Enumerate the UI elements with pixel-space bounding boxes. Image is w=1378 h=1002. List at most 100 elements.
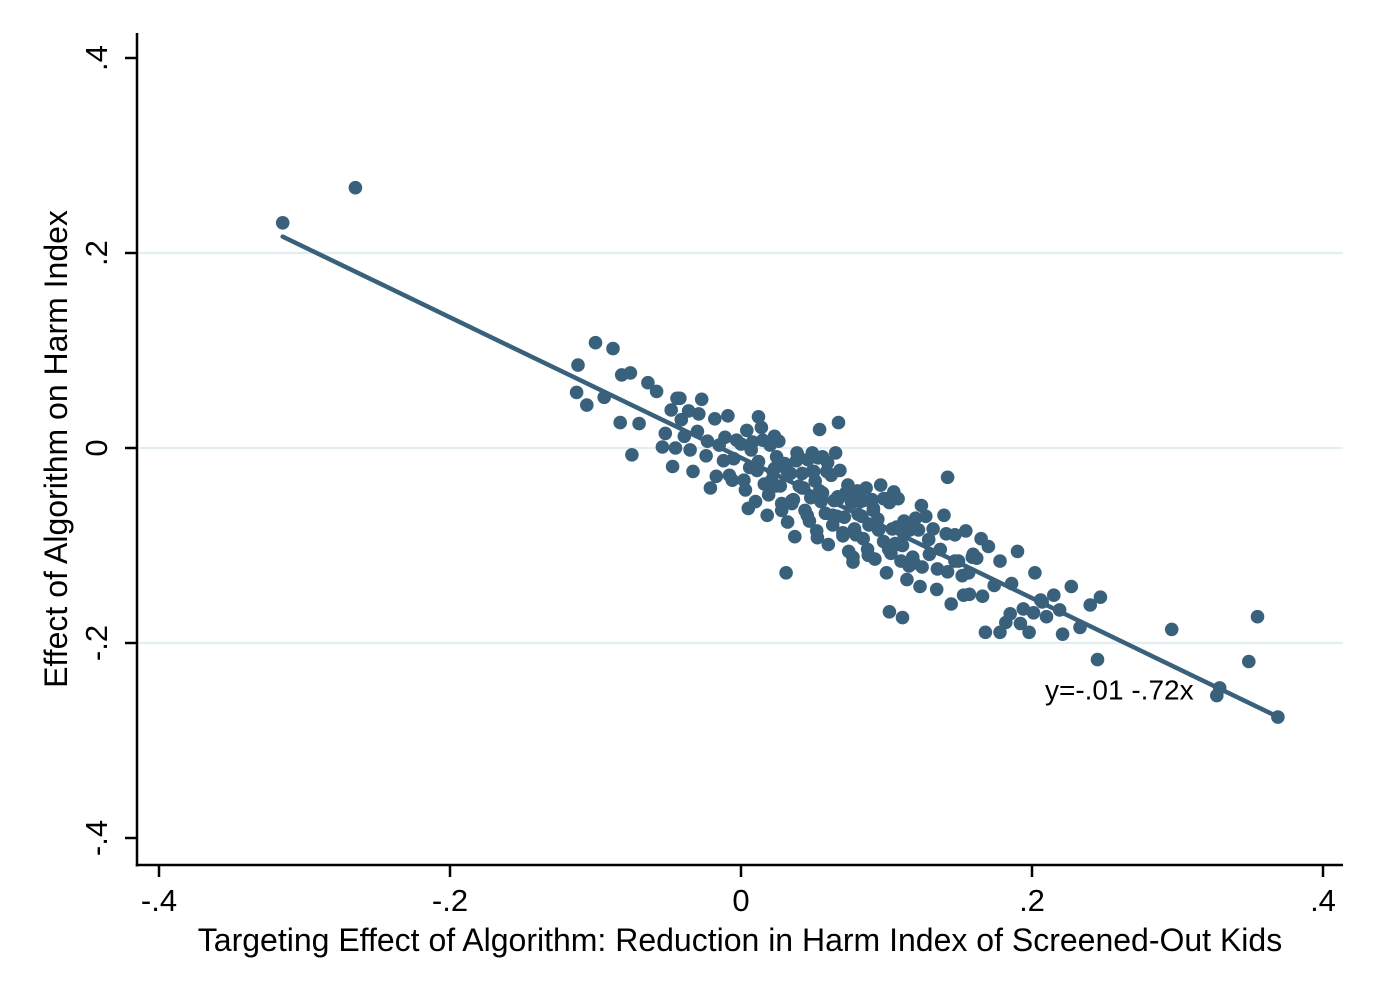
data-point bbox=[821, 537, 836, 552]
y-axis-title: Effect of Algorithm on Harm Index bbox=[38, 210, 74, 688]
data-point bbox=[914, 498, 929, 513]
data-point bbox=[716, 453, 731, 468]
data-point bbox=[665, 459, 680, 474]
data-point bbox=[881, 542, 896, 557]
data-point bbox=[993, 554, 1007, 568]
data-point bbox=[1090, 652, 1105, 667]
data-point bbox=[774, 503, 789, 518]
data-point bbox=[718, 430, 732, 445]
data-point bbox=[1026, 606, 1041, 620]
data-point bbox=[974, 531, 988, 546]
data-point bbox=[926, 522, 940, 536]
data-point bbox=[975, 589, 990, 603]
x-tick-label: -.4 bbox=[141, 883, 177, 918]
data-point bbox=[632, 416, 646, 431]
y-axis-ticks: -.4 -.2 0 .2 .4 bbox=[79, 45, 137, 856]
data-point bbox=[846, 555, 860, 569]
data-point bbox=[882, 605, 897, 619]
data-point bbox=[825, 518, 840, 532]
data-point bbox=[606, 341, 620, 356]
data-point bbox=[779, 566, 793, 580]
data-point bbox=[841, 478, 855, 492]
data-point bbox=[1250, 609, 1265, 624]
data-point bbox=[915, 560, 929, 574]
data-point bbox=[820, 455, 835, 470]
data-point bbox=[649, 384, 664, 399]
data-point bbox=[929, 582, 944, 597]
y-tick-label: -.4 bbox=[79, 820, 114, 856]
data-point bbox=[828, 446, 843, 460]
data-point bbox=[921, 532, 936, 547]
data-point bbox=[944, 597, 958, 611]
data-point bbox=[876, 491, 891, 506]
data-point bbox=[937, 508, 951, 523]
data-point bbox=[694, 392, 709, 407]
data-point bbox=[902, 559, 916, 573]
data-point bbox=[790, 446, 804, 460]
data-point bbox=[805, 446, 820, 460]
data-point bbox=[780, 515, 795, 529]
data-point bbox=[900, 572, 914, 587]
data-points bbox=[275, 180, 1285, 724]
data-point bbox=[613, 415, 627, 430]
data-point bbox=[1028, 566, 1042, 580]
data-point bbox=[571, 358, 585, 372]
fit-equation-label: y=-.01 -.72x bbox=[1045, 675, 1194, 706]
data-point bbox=[837, 510, 852, 524]
data-point bbox=[1093, 590, 1108, 604]
data-point bbox=[699, 449, 713, 463]
data-point bbox=[861, 548, 876, 563]
data-point bbox=[812, 422, 827, 437]
data-point bbox=[751, 410, 766, 424]
data-point bbox=[580, 398, 594, 412]
data-point bbox=[734, 437, 748, 451]
data-point bbox=[978, 625, 993, 640]
data-point bbox=[993, 625, 1007, 640]
data-point bbox=[588, 335, 603, 350]
data-point bbox=[940, 470, 955, 485]
data-point bbox=[738, 483, 753, 497]
data-point bbox=[655, 440, 670, 454]
data-point bbox=[769, 450, 784, 464]
data-point bbox=[1242, 654, 1256, 669]
data-point bbox=[856, 531, 870, 546]
data-point bbox=[940, 565, 955, 579]
data-point bbox=[761, 488, 776, 502]
data-point bbox=[708, 412, 722, 426]
y-tick-label: -.2 bbox=[79, 625, 114, 661]
data-point bbox=[668, 441, 683, 455]
data-point bbox=[674, 412, 689, 427]
data-point bbox=[692, 407, 706, 421]
data-point bbox=[1210, 688, 1224, 703]
x-axis-ticks: -.4 -.2 0 .2 .4 bbox=[141, 865, 1336, 918]
data-point bbox=[879, 566, 894, 580]
data-point bbox=[1013, 616, 1028, 631]
data-point bbox=[1064, 579, 1079, 594]
data-point bbox=[859, 481, 873, 495]
data-point bbox=[569, 385, 584, 400]
data-point bbox=[956, 588, 971, 602]
data-point bbox=[641, 375, 655, 390]
data-point bbox=[930, 562, 945, 576]
data-point bbox=[913, 579, 927, 594]
data-point bbox=[810, 530, 825, 545]
data-point bbox=[744, 443, 758, 457]
data-point bbox=[805, 464, 820, 479]
axes bbox=[135, 33, 1343, 867]
data-point bbox=[767, 429, 782, 444]
data-point bbox=[756, 433, 770, 448]
y-tick-label: 0 bbox=[79, 439, 114, 456]
data-point bbox=[833, 463, 847, 478]
data-point bbox=[795, 466, 809, 481]
data-point bbox=[969, 551, 984, 565]
data-point bbox=[873, 478, 888, 492]
data-point bbox=[625, 448, 639, 462]
data-point bbox=[866, 503, 881, 518]
data-point bbox=[1016, 602, 1031, 616]
data-point bbox=[760, 508, 774, 523]
x-tick-label: .2 bbox=[1019, 883, 1045, 918]
data-point bbox=[825, 508, 840, 523]
x-axis-title: Targeting Effect of Algorithm: Reduction… bbox=[198, 922, 1282, 958]
x-tick-label: 0 bbox=[732, 883, 749, 918]
